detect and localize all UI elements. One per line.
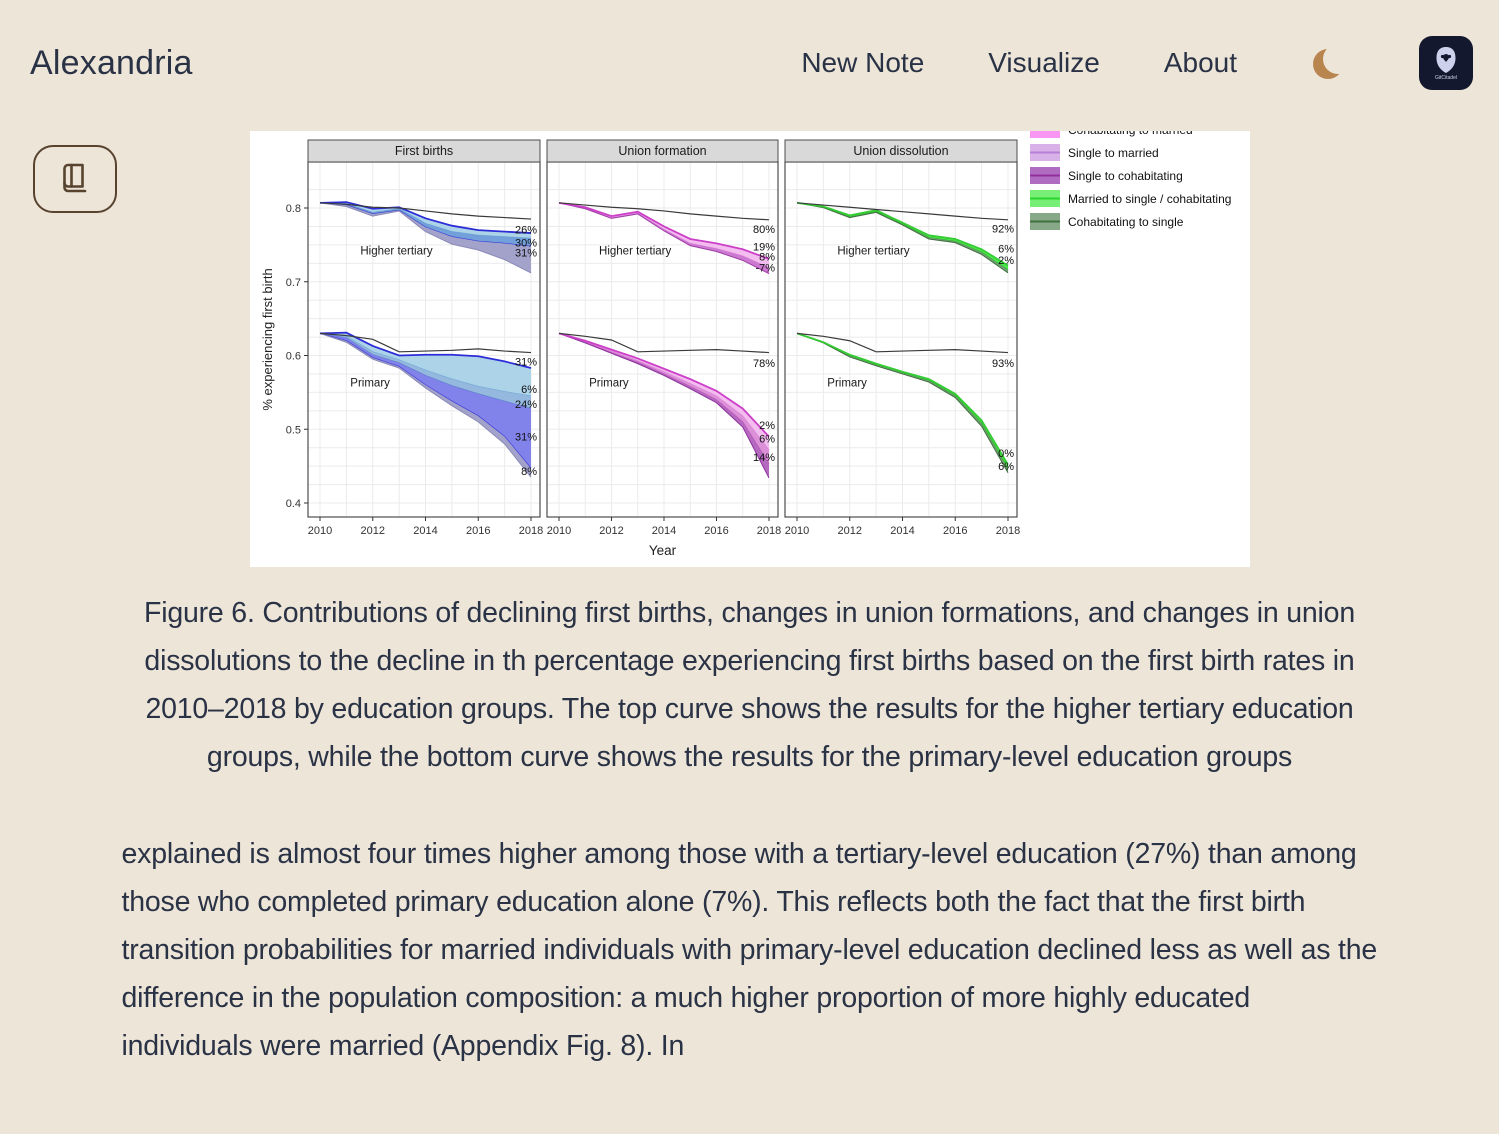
- panel-title: Union formation: [618, 144, 706, 158]
- gitcitadel-logo[interactable]: GitCitadel: [1419, 36, 1473, 90]
- x-tick-label: 2010: [546, 525, 570, 537]
- site-header: Alexandria New Note Visualize About GitC…: [0, 0, 1499, 90]
- percent-label: 6%: [998, 461, 1014, 473]
- figure-caption: Figure 6. Contributions of declining fir…: [144, 597, 1355, 773]
- book-icon: [63, 163, 87, 193]
- x-tick-label: 2016: [943, 525, 967, 537]
- group-label: Primary: [827, 377, 867, 389]
- contribution-band: [319, 202, 531, 239]
- reference-line: [796, 202, 1008, 221]
- percent-label: 31%: [514, 432, 536, 444]
- percent-label: 6%: [759, 433, 775, 445]
- reference-line: [319, 332, 531, 354]
- y-tick-label: 0.7: [285, 277, 300, 289]
- nav-visualize[interactable]: Visualize: [988, 47, 1100, 78]
- y-axis-label: % experiencing first birth: [260, 268, 275, 410]
- observed-line: [796, 201, 1008, 267]
- percent-label: 80%: [752, 224, 774, 236]
- percent-label: 26%: [514, 224, 536, 236]
- x-tick-label: 2018: [756, 525, 780, 537]
- reference-line: [796, 332, 1008, 354]
- percent-label: 19%: [752, 241, 774, 253]
- x-tick-label: 2014: [413, 525, 437, 537]
- group-label: Primary: [589, 377, 629, 389]
- figure-6-chart: Higher tertiary 26% 30% 31% Primary 31% 6% 24% 3…: [249, 121, 1250, 567]
- group-label: Higher tertiary: [360, 245, 432, 257]
- y-tick-label: 0.6: [285, 351, 300, 363]
- panel-strip: [784, 139, 1017, 163]
- contribution-band: [319, 333, 531, 409]
- percent-label: 24%: [514, 399, 536, 411]
- reference-line: [319, 202, 531, 220]
- observed-line: [558, 332, 770, 438]
- x-tick-label: 2016: [704, 525, 728, 537]
- legend-label: Married to single / cohabitating: [1068, 192, 1231, 206]
- y-tick-label: 0.8: [285, 203, 300, 215]
- x-tick-label: 2014: [651, 525, 675, 537]
- percent-label: 30%: [514, 237, 536, 249]
- observed-line: [558, 201, 769, 260]
- legend-label: Single to cohabitating: [1068, 169, 1183, 183]
- observed-line: [319, 201, 531, 234]
- contribution-band: [319, 332, 531, 397]
- article-paragraph-partial: particular, the decline in the percentag…: [122, 1070, 1378, 1079]
- figure-6-svg: Higher tertiary26%30%31%Primary31%6%24%3…: [260, 121, 1231, 558]
- main-nav: New Note Visualize About: [801, 47, 1237, 79]
- nav-about[interactable]: About: [1163, 47, 1237, 78]
- legend-label: Single to married: [1068, 146, 1159, 160]
- percent-label: 8%: [521, 466, 537, 478]
- x-tick-label: 2012: [837, 525, 861, 537]
- legend-swatch: [1029, 121, 1060, 138]
- y-tick-label: 0.4: [285, 498, 300, 510]
- contribution-band: [319, 333, 531, 469]
- percent-label: 2%: [998, 255, 1014, 267]
- x-tick-label: 2012: [360, 525, 384, 537]
- x-tick-label: 2014: [890, 525, 914, 537]
- group-label: Higher tertiary: [599, 245, 671, 257]
- article-paragraph: explained is almost four times higher am…: [121, 838, 1378, 1062]
- reference-line: [558, 332, 769, 354]
- percent-label: 93%: [991, 358, 1013, 370]
- group-label: Primary: [350, 377, 390, 389]
- percent-label: 78%: [752, 358, 774, 370]
- y-tick-label: 0.5: [285, 424, 300, 436]
- legend-label: Cohabitating to married: [1068, 131, 1193, 137]
- reader-view-button[interactable]: [33, 145, 117, 213]
- site-title: Alexandria: [30, 43, 193, 82]
- percent-label: 31%: [514, 248, 536, 260]
- percent-label: 6%: [998, 244, 1014, 256]
- x-tick-label: 2018: [995, 525, 1019, 537]
- dark-mode-toggle[interactable]: [1311, 42, 1353, 84]
- panel-strip: [546, 139, 778, 163]
- panel-title: Union dissolution: [853, 144, 948, 158]
- x-axis-label: Year: [648, 543, 676, 558]
- panel-title: First births: [394, 144, 452, 158]
- moon-icon: [1323, 44, 1353, 74]
- observed-line: [796, 332, 1009, 466]
- percent-label: 6%: [521, 384, 537, 396]
- x-tick-label: 2010: [784, 525, 808, 537]
- percent-label: 31%: [514, 356, 536, 368]
- reference-line: [558, 202, 769, 221]
- nav-new-note[interactable]: New Note: [801, 47, 925, 78]
- helmet-icon: [1436, 46, 1456, 73]
- x-tick-label: 2018: [518, 525, 542, 537]
- percent-label: 92%: [991, 223, 1013, 235]
- percent-label: 8%: [759, 252, 775, 264]
- percent-label: -7%: [755, 262, 775, 274]
- x-tick-label: 2010: [307, 525, 331, 537]
- logo-label: GitCitadel: [1435, 74, 1457, 81]
- group-label: Higher tertiary: [837, 245, 909, 257]
- percent-label: 14%: [752, 452, 774, 464]
- article-content: Figure 6. Contributions of declining fir…: [122, 589, 1378, 1079]
- x-tick-label: 2012: [599, 525, 623, 537]
- panel-strip: [307, 139, 540, 163]
- legend-label: Cohabitating to single: [1068, 215, 1184, 229]
- percent-label: 0%: [998, 448, 1014, 460]
- x-tick-label: 2016: [466, 525, 490, 537]
- percent-label: 2%: [759, 420, 775, 432]
